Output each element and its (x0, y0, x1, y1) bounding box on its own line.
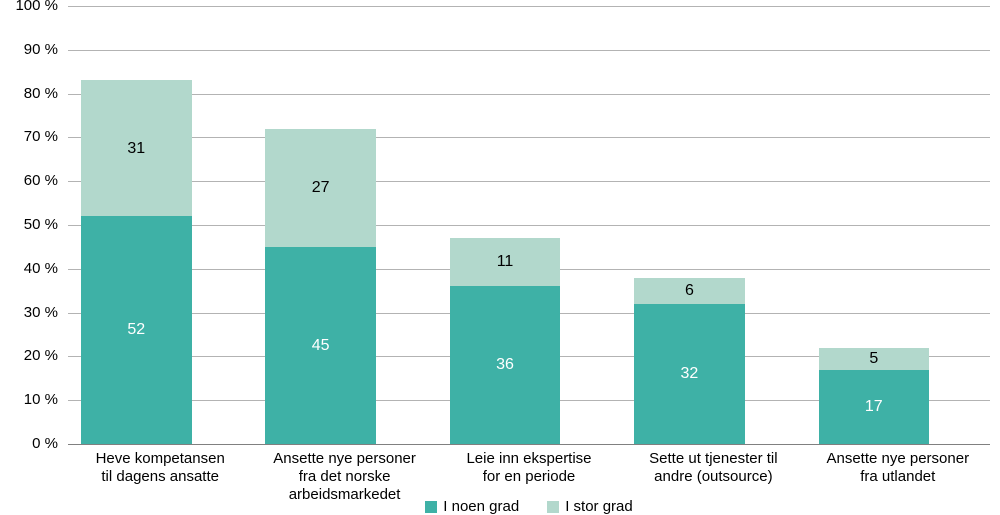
gridline (68, 181, 990, 182)
gridline (68, 50, 990, 51)
legend-item-stor_grad: I stor grad (547, 498, 633, 515)
y-axis-tick-label: 100 % (0, 0, 58, 14)
legend-item-noen_grad: I noen grad (425, 498, 519, 515)
x-axis-category-label: Leie inn ekspertisefor en periode (437, 450, 621, 486)
y-axis-tick-label: 30 % (0, 304, 58, 321)
y-axis-tick-label: 70 % (0, 128, 58, 145)
bar-value-stor_grad: 31 (81, 140, 192, 158)
y-axis-tick-label: 60 % (0, 172, 58, 189)
baseline (68, 444, 990, 445)
bar-value-stor_grad: 27 (265, 179, 376, 197)
gridline (68, 94, 990, 95)
y-axis-tick-label: 40 % (0, 260, 58, 277)
gridline (68, 6, 990, 7)
y-axis-tick-label: 20 % (0, 347, 58, 364)
x-axis-category-label: Sette ut tjenester tilandre (outsource) (621, 450, 805, 486)
bar-value-stor_grad: 5 (819, 350, 930, 368)
legend-swatch (547, 501, 559, 513)
gridline (68, 137, 990, 138)
y-axis-tick-label: 50 % (0, 216, 58, 233)
stacked-bar-chart: I noen grad I stor grad 0 % 10 % 20 % 30 % 40… (0, 0, 1000, 514)
bar-value-noen_grad: 45 (265, 337, 376, 355)
y-axis-tick-label: 80 % (0, 85, 58, 102)
legend: I noen grad I stor grad (68, 498, 990, 515)
x-axis-category-label: Ansette nye personerfra utlandet (806, 450, 990, 486)
bar-value-noen_grad: 52 (81, 321, 192, 339)
bar-value-noen_grad: 17 (819, 398, 930, 416)
x-axis-category-label: Heve kompetansentil dagens ansatte (68, 450, 252, 486)
gridline (68, 225, 990, 226)
legend-label: I noen grad (443, 498, 519, 515)
bar-value-noen_grad: 36 (450, 356, 561, 374)
bar-value-noen_grad: 32 (634, 365, 745, 383)
y-axis-tick-label: 0 % (0, 435, 58, 452)
y-axis-tick-label: 10 % (0, 391, 58, 408)
x-axis-category-label: Ansette nye personerfra det norskearbeid… (252, 450, 436, 504)
bar-value-stor_grad: 11 (450, 253, 561, 271)
y-axis-tick-label: 90 % (0, 41, 58, 58)
bar-value-stor_grad: 6 (634, 282, 745, 300)
legend-label: I stor grad (565, 498, 633, 515)
